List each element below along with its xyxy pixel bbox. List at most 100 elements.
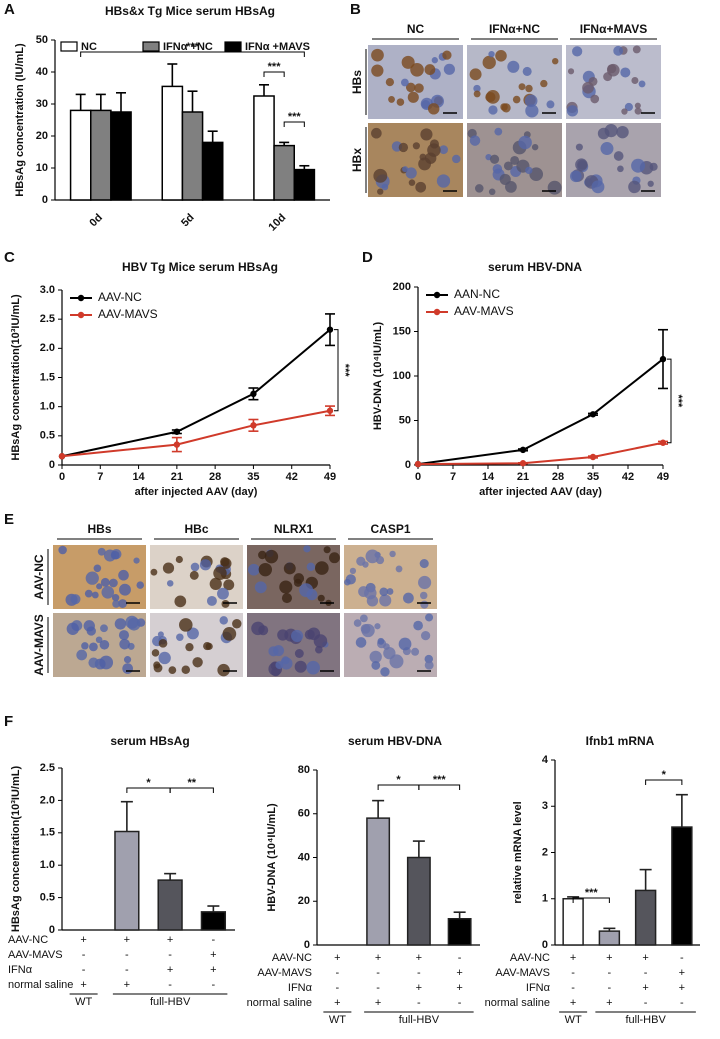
cell-stain <box>427 143 441 157</box>
cell-stain <box>89 642 98 652</box>
chart-title: serum HBV-DNA <box>488 260 582 274</box>
cell-stain <box>411 647 420 656</box>
condition-sign: - <box>212 934 216 946</box>
chart-title: HBV Tg Mice serum HBsAg <box>122 260 278 274</box>
micrograph <box>566 45 661 119</box>
cell-stain <box>489 154 500 164</box>
cell-stain <box>385 77 395 87</box>
y-tick-label: 0.5 <box>40 892 55 904</box>
y-tick-label: 80 <box>298 764 310 776</box>
cell-stain <box>388 96 395 103</box>
column-header: IFNα+NC <box>489 22 540 36</box>
cell-stain <box>371 661 381 670</box>
y-tick-label: 2.0 <box>40 794 55 806</box>
panel-label: D <box>362 249 373 266</box>
condition-name: IFNα <box>8 964 33 976</box>
cell-stain <box>373 168 388 183</box>
cell-stain <box>604 124 618 138</box>
cell-stain <box>361 623 375 638</box>
cell-stain <box>221 599 230 608</box>
condition-sign: - <box>608 982 612 994</box>
cell-stain <box>503 161 513 171</box>
bar <box>181 111 204 201</box>
cell-stain <box>356 556 366 566</box>
cell-stain <box>281 593 292 604</box>
condition-sign: - <box>212 979 216 991</box>
cell-stain <box>213 566 227 581</box>
condition-sign: - <box>125 964 129 976</box>
y-tick-label: 150 <box>393 325 411 337</box>
cell-stain <box>402 166 409 173</box>
cell-stain <box>219 616 228 625</box>
cell-stain <box>414 83 424 93</box>
cell-stain <box>371 127 382 139</box>
legend-label: IFNα +MAVS <box>245 41 310 53</box>
x-tick-label: 49 <box>324 471 336 483</box>
cell-stain <box>469 135 481 146</box>
cell-stain <box>621 108 628 115</box>
cell-stain <box>279 580 293 594</box>
cell-stain <box>418 575 432 590</box>
column-header: IFNα+MAVS <box>580 22 648 36</box>
bar <box>110 111 132 201</box>
condition-sign: + <box>210 949 216 961</box>
cell-stain <box>408 179 416 186</box>
significance-label: * <box>396 774 401 786</box>
cell-stain <box>366 595 379 607</box>
cell-stain <box>88 657 99 668</box>
cell-stain <box>634 102 641 109</box>
condition-name: normal saline <box>8 979 73 991</box>
y-tick-label: 1.0 <box>40 401 55 413</box>
cell-stain <box>427 103 440 115</box>
cell-stain <box>199 559 212 571</box>
cell-stain <box>495 49 507 62</box>
cell-stain <box>575 158 588 171</box>
cell-stain <box>572 46 583 57</box>
cell-stain <box>424 64 436 75</box>
cell-stain <box>383 643 390 650</box>
cell-stain <box>413 620 423 631</box>
cell-stain <box>313 634 328 648</box>
y-tick-label: 0 <box>405 459 411 471</box>
cell-stain <box>420 128 433 141</box>
cell-stain <box>349 567 357 575</box>
condition-sign: + <box>124 934 130 946</box>
chart-title: Ifnb1 mRNA <box>586 734 655 748</box>
cell-stain <box>547 180 562 195</box>
significance-label: * <box>662 769 667 781</box>
cell-stain <box>344 578 351 586</box>
bar <box>562 898 584 946</box>
condition-sign: + <box>167 934 173 946</box>
cell-stain <box>488 188 496 196</box>
cell-stain <box>189 570 199 580</box>
cell-stain <box>405 167 417 179</box>
group-label: WT <box>75 996 92 1008</box>
cell-stain <box>628 180 641 194</box>
cell-stain <box>76 649 88 661</box>
cell-stain <box>99 639 110 650</box>
panel-label: A <box>4 1 15 18</box>
cell-stain <box>136 581 144 589</box>
cell-stain <box>531 143 539 151</box>
cell-stain <box>492 164 503 174</box>
condition-sign: + <box>375 952 381 964</box>
cell-stain <box>220 557 230 567</box>
condition-sign: - <box>458 952 462 964</box>
x-tick-label: 35 <box>247 471 259 483</box>
cell-stain <box>613 45 624 56</box>
y-tick-label: 1.0 <box>40 859 55 871</box>
condition-sign: + <box>456 967 462 979</box>
cell-stain <box>168 666 177 674</box>
cell-stain <box>119 583 131 596</box>
column-header: HBs <box>87 522 111 536</box>
cell-stain <box>114 618 127 630</box>
cell-stain <box>112 599 121 608</box>
line <box>417 358 664 466</box>
condition-sign: + <box>334 997 340 1009</box>
panel-label: C <box>4 249 15 266</box>
x-tick-label: 42 <box>286 471 298 483</box>
chart-title: HBs&x Tg Mice serum HBsAg <box>105 4 275 18</box>
cell-stain <box>93 564 102 573</box>
legend-label: NC <box>81 41 97 53</box>
cell-stain <box>258 562 272 577</box>
